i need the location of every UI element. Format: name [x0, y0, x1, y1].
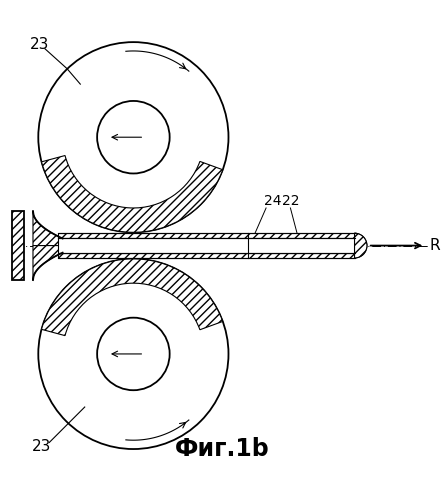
Circle shape: [97, 318, 170, 390]
Text: R: R: [430, 238, 440, 253]
Wedge shape: [42, 156, 223, 232]
Bar: [12, 211, 24, 280]
Text: Фиг.1b: Фиг.1b: [174, 438, 269, 462]
Text: 23: 23: [29, 37, 49, 52]
Wedge shape: [355, 233, 367, 258]
Text: 22: 22: [281, 194, 299, 208]
Polygon shape: [33, 211, 63, 246]
Bar: [58, 238, 355, 252]
Text: 23: 23: [32, 440, 51, 454]
Circle shape: [97, 101, 170, 174]
Wedge shape: [355, 233, 367, 258]
Bar: [58, 252, 355, 258]
Bar: [58, 233, 355, 238]
Circle shape: [38, 259, 229, 449]
Circle shape: [38, 42, 229, 232]
Wedge shape: [42, 259, 223, 336]
Polygon shape: [33, 246, 63, 280]
Text: 24: 24: [264, 194, 281, 208]
